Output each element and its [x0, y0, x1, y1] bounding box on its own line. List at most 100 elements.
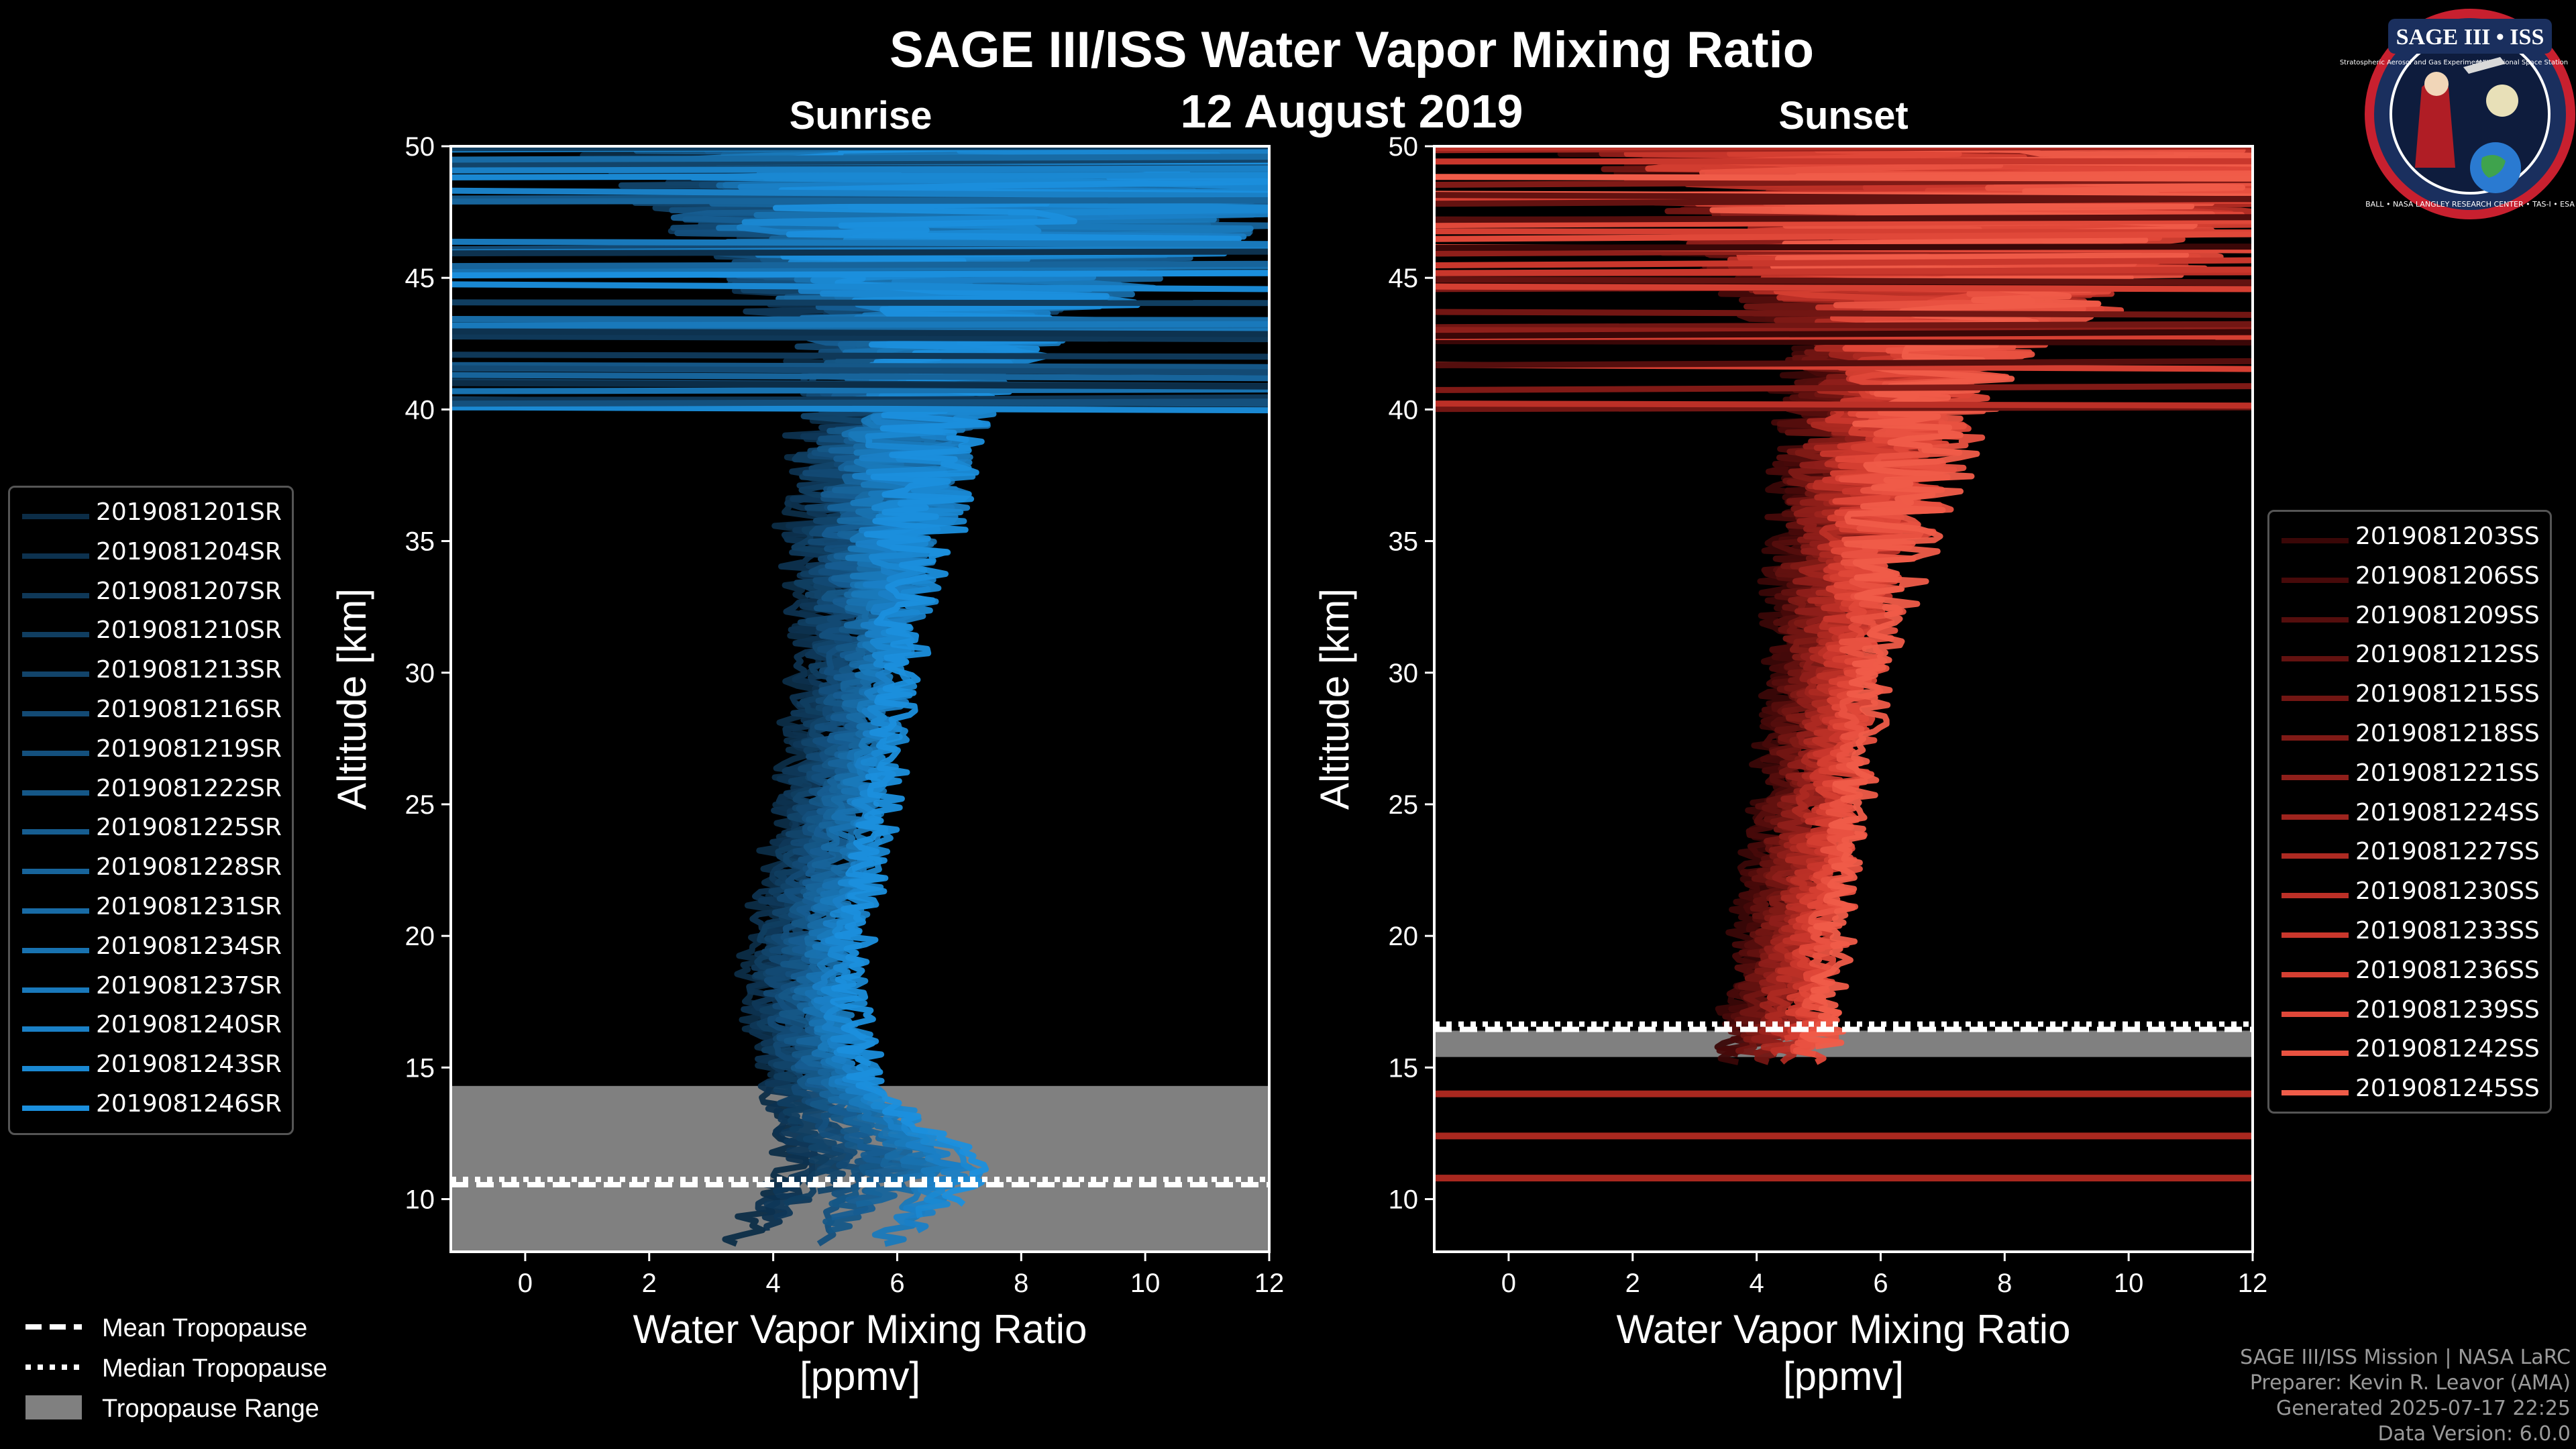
sunrise-high-altitude-trace	[451, 165, 1269, 174]
legend-swatch	[22, 711, 89, 716]
legend-swatch	[22, 514, 89, 519]
sunrise-high-altitude-trace	[451, 270, 1269, 278]
sunset-x-tick-label: 2	[1625, 1269, 1640, 1298]
legend-label: 2019081209SS	[2355, 601, 2540, 629]
legend-median-label: Median Tropopause	[102, 1354, 327, 1383]
legend-label: 2019081240SR	[96, 1011, 282, 1039]
legend-swatch	[22, 672, 89, 678]
sunset-y-tick-label: 10	[1389, 1185, 1419, 1215]
sunset-series-legend: 2019081203SS 2019081206SS 2019081209SS 2019…	[2267, 510, 2552, 1114]
sunset-panel-title: Sunset	[1778, 94, 1908, 138]
legend-swatch	[22, 869, 89, 875]
legend-entry-2019081212SS: 2019081212SS	[2269, 638, 2550, 677]
legend-label: 2019081237SR	[96, 971, 282, 1000]
sunrise-axes-frame	[449, 145, 1271, 1253]
sunrise-series-legend: 2019081201SR 2019081204SR 2019081207SR 2019…	[8, 486, 294, 1135]
legend-swatch	[22, 790, 89, 796]
legend-entry-2019081210SR: 2019081210SR	[10, 614, 292, 653]
legend-swatch	[22, 1066, 89, 1072]
legend-swatch	[2282, 538, 2349, 543]
sunrise-high-altitude-trace	[451, 362, 1269, 370]
sunrise-high-altitude-trace	[451, 260, 1269, 270]
legend-entry-2019081204SR: 2019081204SR	[10, 535, 292, 574]
legend-swatch	[2282, 616, 2349, 623]
sunset-high-altitude-trace	[1434, 231, 2253, 242]
legend-entry-2019081231SR: 2019081231SR	[10, 890, 292, 929]
sunrise-plot-area	[451, 146, 1269, 1252]
sunrise-high-altitude-trace	[451, 248, 1269, 257]
legend-entry-2019081239SS: 2019081239SS	[2269, 994, 2550, 1032]
legend-label: 2019081236SS	[2355, 956, 2540, 984]
sunrise-y-tick-label: 15	[405, 1053, 435, 1083]
sunset-plot-area	[1434, 146, 2253, 1182]
sunrise-panel: Sunrise 0 2 4 6 8 10 12 10 15 20 25 30 35 40 45 50 Water …	[329, 94, 1284, 1399]
tropopause-legend: Mean Tropopause Median Tropopause Tropop…	[25, 1314, 327, 1423]
sunrise-high-altitude-trace	[451, 156, 1269, 167]
legend-swatch	[22, 1106, 89, 1111]
legend-entry-2019081227SS: 2019081227SS	[2269, 835, 2550, 874]
legend-label: 2019081231SR	[96, 893, 282, 920]
sunset-x-tick-label: 0	[1501, 1269, 1516, 1298]
sunset-high-altitude-trace	[1434, 338, 2253, 346]
sunset-high-altitude-trace	[1434, 358, 2253, 369]
logo-continent-icon	[2481, 155, 2506, 178]
legend-label: 2019081234SR	[96, 932, 282, 960]
legend-label: 2019081228SR	[96, 853, 282, 881]
credit-preparer: Preparer: Kevin R. Leavor (AMA)	[2249, 1371, 2571, 1395]
legend-swatch	[22, 750, 89, 756]
legend-swatch	[22, 632, 89, 638]
legend-swatch	[2282, 814, 2349, 820]
legend-swatch	[22, 947, 89, 953]
sunset-y-tick-label: 30	[1389, 659, 1419, 688]
legend-swatch	[2282, 577, 2349, 583]
sunrise-panel-title: Sunrise	[790, 94, 932, 138]
legend-entry-2019081242SS: 2019081242SS	[2269, 1032, 2550, 1071]
credit-mission: SAGE III/ISS Mission | NASA LaRC	[2240, 1346, 2571, 1369]
profile-2019081245SS	[1709, 146, 2253, 1050]
sunrise-x-tick-label: 2	[642, 1269, 657, 1298]
legend-swatch	[2282, 735, 2349, 741]
sunset-y-tick-label: 15	[1389, 1053, 1419, 1083]
legend-label: 2019081212SS	[2355, 641, 2540, 669]
sunrise-x-tick-label: 6	[890, 1269, 904, 1298]
sage-iii-iss-logo: SAGE III • ISS Stratospheric Aerosol and…	[2340, 9, 2575, 219]
sunset-y-tick-label: 50	[1389, 132, 1419, 162]
logo-figure-icon	[2415, 80, 2455, 168]
legend-entry-2019081246SR: 2019081246SR	[10, 1087, 292, 1126]
sunset-y-tick-label: 35	[1389, 527, 1419, 557]
sunset-high-altitude-trace	[1434, 214, 2253, 223]
legend-swatch	[2282, 656, 2349, 662]
legend-label: 2019081221SS	[2355, 759, 2540, 787]
sunrise-high-altitude-trace	[451, 380, 1269, 390]
sunset-x-tick-label: 12	[2238, 1269, 2268, 1298]
legend-entry-2019081225SR: 2019081225SR	[10, 811, 292, 850]
legend-swatch	[22, 987, 89, 993]
sunset-high-altitude-trace	[1434, 217, 2253, 229]
legend-label: 2019081230SS	[2355, 877, 2540, 906]
sunset-y-tick-label: 45	[1389, 264, 1419, 293]
legend-label: 2019081243SR	[96, 1051, 282, 1079]
sunrise-high-altitude-trace	[451, 386, 1269, 394]
logo-station-icon	[2463, 57, 2506, 74]
sunrise-high-altitude-trace	[451, 316, 1269, 323]
legend-swatch	[22, 908, 89, 914]
credit-version: Data Version: 6.0.0	[2377, 1422, 2571, 1446]
sunrise-high-altitude-trace	[451, 352, 1269, 360]
legend-swatch	[2282, 853, 2349, 859]
logo-moon-icon	[2486, 85, 2518, 117]
legend-swatch	[22, 592, 89, 598]
sunrise-x-axis-units: [ppmv]	[800, 1354, 920, 1399]
sunset-panel: Sunset 0 2 4 6 8 10 12 10 15 20 25 30 35 40 45 50 Water V…	[1312, 94, 2268, 1399]
sunrise-y-tick-label: 35	[405, 527, 435, 557]
legend-label: 2019081222SR	[96, 774, 282, 802]
legend-label: 2019081227SS	[2355, 838, 2540, 866]
figure-title: SAGE III/ISS Water Vapor Mixing Ratio	[890, 21, 1814, 78]
legend-entry-2019081228SR: 2019081228SR	[10, 851, 292, 890]
sunrise-high-altitude-trace	[451, 328, 1269, 337]
legend-swatch	[22, 829, 89, 835]
legend-label: 2019081203SS	[2355, 523, 2540, 550]
sunset-y-tick-label: 25	[1389, 790, 1419, 820]
sunset-high-altitude-trace	[1434, 383, 2253, 393]
sunrise-y-axis-label: Altitude [km]	[329, 588, 374, 810]
sunrise-y-tick-label: 50	[405, 132, 435, 162]
